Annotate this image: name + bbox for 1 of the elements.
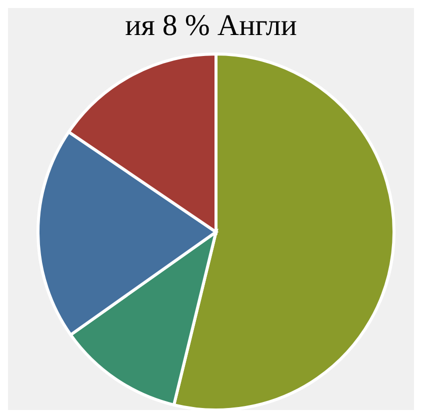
text: ия 8 % Англи	[124, 8, 298, 44]
